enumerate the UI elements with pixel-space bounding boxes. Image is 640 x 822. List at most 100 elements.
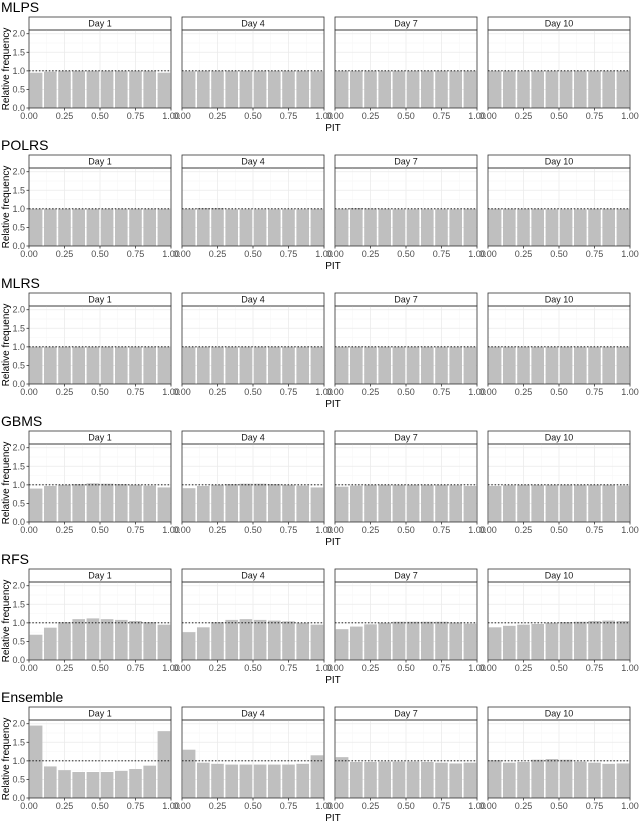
histogram-bar <box>435 762 448 798</box>
histogram-bar <box>574 761 587 798</box>
x-tick-label: 0.75 <box>280 111 298 121</box>
x-axis-title: PIT <box>325 399 341 410</box>
histogram-bar <box>335 486 349 522</box>
histogram-bar <box>182 346 196 384</box>
histogram-bar <box>406 484 420 522</box>
x-tick-label: 1.00 <box>621 387 639 397</box>
histogram-bar <box>449 209 462 246</box>
histogram-bar <box>197 346 210 384</box>
histogram-bar <box>488 627 502 660</box>
histogram-bar <box>296 622 309 660</box>
histogram-bar <box>44 208 57 246</box>
histogram-bar <box>392 70 406 108</box>
panel-strip-label: Day 4 <box>241 433 265 443</box>
histogram-bar <box>335 346 349 384</box>
histogram-bar <box>72 70 85 108</box>
histogram-bar <box>531 208 544 246</box>
x-tick-label: 0.25 <box>56 663 74 673</box>
histogram-bar <box>225 70 238 108</box>
histogram-bar <box>531 346 544 384</box>
x-tick-label: 0.25 <box>209 249 227 259</box>
y-tick-label: 0.5 <box>12 636 25 646</box>
histogram-bar <box>282 621 295 660</box>
histogram-bar <box>503 485 516 522</box>
histogram-bar <box>588 484 601 522</box>
histogram-bar <box>129 70 142 108</box>
x-tick-label: 0.75 <box>586 387 604 397</box>
histogram-bar <box>545 346 559 384</box>
x-tick-label: 0.50 <box>550 801 568 811</box>
histogram-bar <box>435 346 448 384</box>
y-tick-label: 1.0 <box>12 756 25 766</box>
chart-title: GBMS <box>1 413 42 429</box>
histogram-bar <box>588 208 601 246</box>
histogram-bar <box>86 70 100 108</box>
histogram-bar <box>616 208 630 246</box>
y-tick-label: 0.5 <box>12 222 25 232</box>
panel-day-10: Day 10 0.00 0.25 0.50 0.75 1.00 <box>479 16 639 121</box>
histogram-bar <box>129 484 142 522</box>
histogram-bar <box>58 346 71 384</box>
histogram-bar <box>392 761 406 798</box>
histogram-bar <box>503 346 516 384</box>
histogram-bar <box>143 485 156 522</box>
histogram-bar <box>211 208 224 246</box>
panel-day-10: Day 10 0.00 0.25 0.50 0.75 1.00 <box>479 430 639 535</box>
histogram-bar <box>282 209 295 246</box>
y-tick-label: 1.0 <box>12 618 25 628</box>
x-tick-label: 0.00 <box>326 801 344 811</box>
panel-strip-label: Day 10 <box>545 709 574 719</box>
y-tick-label: 2.0 <box>12 29 25 39</box>
histogram-bar <box>115 619 128 660</box>
histogram-bar <box>100 70 114 108</box>
x-tick-label: 0.00 <box>326 249 344 259</box>
histogram-bar <box>378 484 391 522</box>
x-tick-label: 0.50 <box>91 111 109 121</box>
x-tick-label: 0.75 <box>127 111 145 121</box>
x-tick-label: 0.00 <box>479 111 497 121</box>
x-tick-label: 0.75 <box>127 663 145 673</box>
histogram-bar <box>100 483 114 522</box>
panel-day-1: Day 1 0.00 0.25 0.50 0.75 1.00 0.0 0.5 1.0 1.5 2.0 <box>12 706 180 811</box>
panel-strip-label: Day 1 <box>88 295 112 305</box>
histogram-bar <box>182 488 196 522</box>
x-tick-label: 0.25 <box>56 525 74 535</box>
y-axis-title: Relative frequency <box>1 28 12 111</box>
histogram-bar <box>157 487 171 522</box>
y-tick-label: 2.0 <box>12 443 25 453</box>
y-tick-label: 1.0 <box>12 342 25 352</box>
histogram-bar <box>350 485 363 522</box>
y-axis-title: Relative frequency <box>1 718 12 801</box>
histogram-bar <box>182 71 196 108</box>
histogram-bar <box>421 761 434 798</box>
x-tick-label: 0.50 <box>550 525 568 535</box>
histogram-bar <box>310 755 324 798</box>
histogram-bar <box>449 763 462 798</box>
y-tick-label: 1.0 <box>12 204 25 214</box>
y-tick-label: 0.0 <box>12 793 25 803</box>
x-tick-label: 0.75 <box>127 525 145 535</box>
x-tick-label: 0.25 <box>56 111 74 121</box>
x-tick-label: 0.50 <box>550 663 568 673</box>
x-tick-label: 1.00 <box>621 525 639 535</box>
histogram-bar <box>392 484 406 522</box>
x-tick-label: 1.00 <box>315 387 333 397</box>
x-tick-label: 0.00 <box>20 663 38 673</box>
histogram-bar <box>58 208 71 246</box>
histogram-bar <box>253 483 267 522</box>
x-tick-label: 0.25 <box>56 801 74 811</box>
x-tick-label: 1.00 <box>468 249 486 259</box>
panel-strip-label: Day 7 <box>394 571 418 581</box>
x-tick-label: 1.00 <box>315 111 333 121</box>
histogram-bar <box>296 763 309 798</box>
histogram-bar <box>392 346 406 384</box>
histogram-bar <box>72 484 85 522</box>
histogram-bar <box>268 70 281 108</box>
histogram-bar <box>86 346 100 384</box>
chart-group-mlrs: MLRS Day 1 0.00 0.25 0.50 0.75 1.00 0.0 0.5 1.0 1.… <box>1 275 639 410</box>
histogram-bar <box>182 208 196 246</box>
x-tick-label: 0.50 <box>397 525 415 535</box>
x-tick-label: 0.00 <box>479 525 497 535</box>
panel-day-10: Day 10 0.00 0.25 0.50 0.75 1.00 <box>479 292 639 397</box>
x-tick-label: 0.50 <box>244 663 262 673</box>
